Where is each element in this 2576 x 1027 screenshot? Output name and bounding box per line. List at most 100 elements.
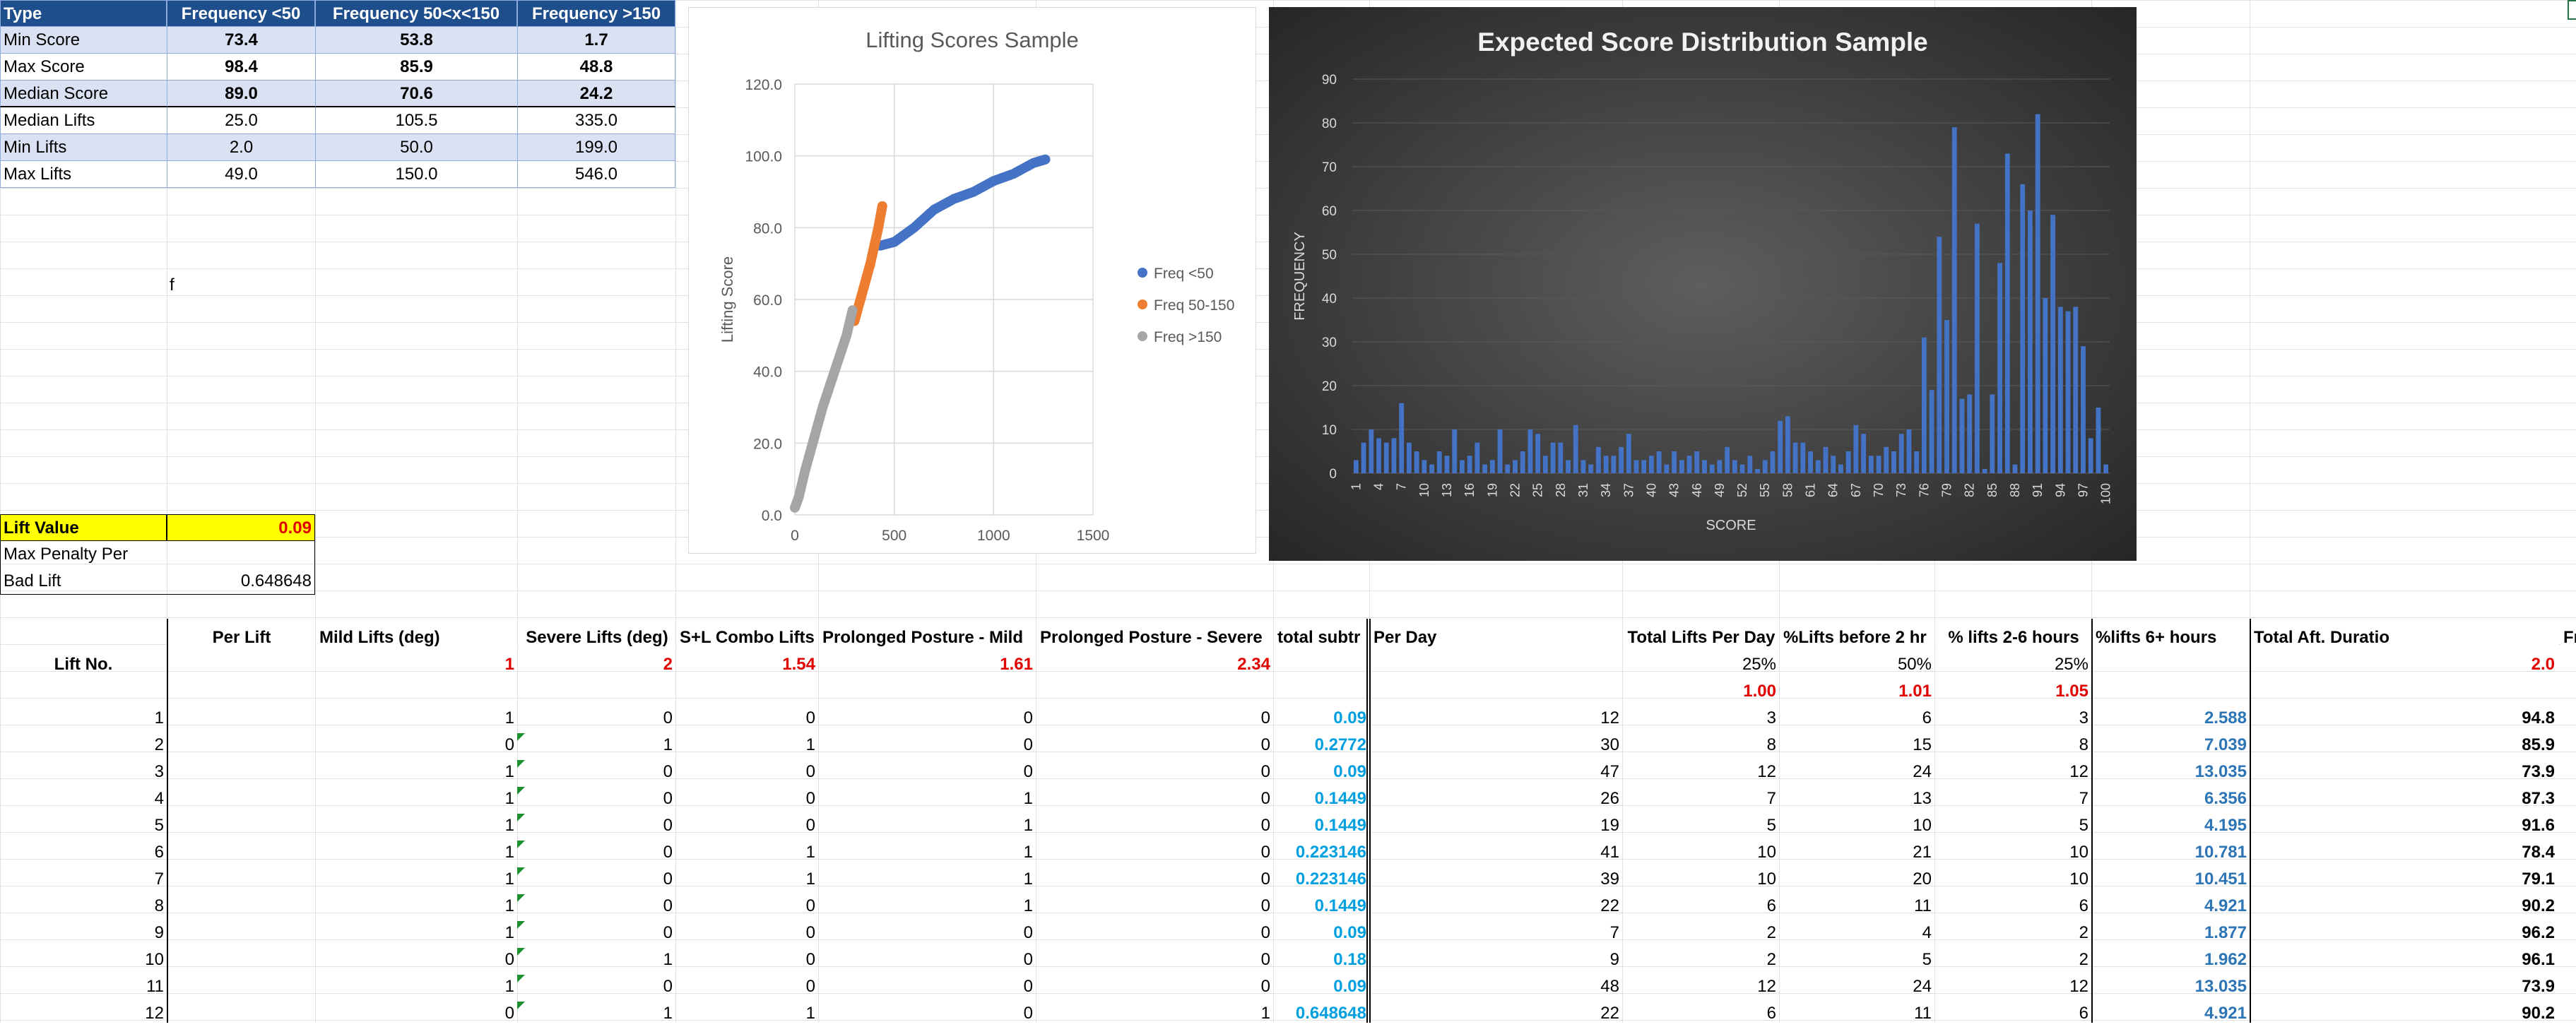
- multiplier-cell[interactable]: 1.05: [2055, 682, 2088, 701]
- data-cell[interactable]: 24: [1913, 762, 1932, 781]
- data-cell[interactable]: 91.6: [2522, 816, 2555, 835]
- data-cell[interactable]: 0: [805, 977, 815, 996]
- data-cell[interactable]: 1: [504, 708, 514, 728]
- data-cell[interactable]: 0: [663, 977, 673, 996]
- data-cell[interactable]: 7: [2079, 789, 2088, 808]
- data-cell[interactable]: 0: [805, 896, 815, 915]
- lift-number[interactable]: 10: [145, 950, 164, 969]
- data-cell[interactable]: 4: [1922, 923, 1932, 942]
- data-cell[interactable]: 6: [1766, 896, 1776, 915]
- data-cell[interactable]: 0: [504, 1004, 514, 1023]
- data-cell[interactable]: 6: [2079, 896, 2088, 915]
- data-cell[interactable]: 85.9: [2522, 735, 2555, 754]
- data-cell[interactable]: 6: [2079, 1004, 2088, 1023]
- summary-header-cell[interactable]: Frequency >150: [517, 0, 675, 27]
- bad-lift-label[interactable]: Bad Lift: [0, 568, 167, 595]
- data-cell[interactable]: 0.09: [1333, 762, 1366, 781]
- weight-cell[interactable]: 1: [504, 655, 514, 674]
- column-header[interactable]: Per Day: [1371, 624, 1622, 651]
- data-cell[interactable]: 6: [1922, 708, 1932, 728]
- data-cell[interactable]: 0: [1023, 1004, 1033, 1023]
- data-cell[interactable]: 26: [1600, 789, 1619, 808]
- data-cell[interactable]: 96.1: [2522, 950, 2555, 969]
- data-cell[interactable]: 3: [2079, 708, 2088, 728]
- data-cell[interactable]: 1: [1260, 1004, 1270, 1023]
- data-cell[interactable]: 0: [1260, 708, 1270, 728]
- data-cell[interactable]: 7: [1609, 923, 1619, 942]
- lift-number[interactable]: 6: [154, 843, 164, 862]
- summary-value-cell[interactable]: 98.4: [167, 54, 315, 81]
- data-cell[interactable]: 0: [1023, 735, 1033, 754]
- data-cell[interactable]: 1: [504, 923, 514, 942]
- data-cell[interactable]: 4.921: [2204, 896, 2247, 915]
- summary-row-label[interactable]: Min Lifts: [0, 134, 167, 161]
- bad-lift-value[interactable]: 0.648648: [167, 568, 315, 595]
- data-cell[interactable]: 0.09: [1333, 923, 1366, 942]
- column-header[interactable]: Total Lifts Per Day: [1624, 624, 1779, 651]
- data-cell[interactable]: 20: [1913, 869, 1932, 889]
- data-cell[interactable]: 0: [1023, 950, 1033, 969]
- data-cell[interactable]: 0: [805, 950, 815, 969]
- data-cell[interactable]: 0.1449: [1314, 816, 1366, 835]
- summary-row-label[interactable]: Median Score: [0, 81, 167, 107]
- data-cell[interactable]: 1: [805, 1004, 815, 1023]
- data-cell[interactable]: 0: [1260, 735, 1270, 754]
- data-cell[interactable]: 0: [663, 843, 673, 862]
- data-cell[interactable]: 1: [504, 977, 514, 996]
- column-header[interactable]: Frequency <50 (applied to lifts 1-49): [2560, 624, 2576, 651]
- column-header[interactable]: %lifts 6+ hours: [2093, 624, 2250, 651]
- data-cell[interactable]: 73.9: [2522, 762, 2555, 781]
- stray-cell[interactable]: f: [170, 275, 175, 295]
- column-header[interactable]: Total Aft. Duratio: [2251, 624, 2559, 651]
- data-cell[interactable]: 2: [2079, 950, 2088, 969]
- data-cell[interactable]: 10: [1757, 843, 1776, 862]
- lift-number[interactable]: 3: [154, 762, 164, 781]
- data-cell[interactable]: 73.9: [2522, 977, 2555, 996]
- summary-row-label[interactable]: Max Score: [0, 54, 167, 81]
- summary-header-cell[interactable]: Frequency 50<x<150: [315, 0, 517, 27]
- column-header[interactable]: Prolonged Posture - Severe: [1037, 624, 1273, 651]
- lift-number[interactable]: 12: [145, 1004, 164, 1023]
- data-cell[interactable]: 1: [1023, 843, 1033, 862]
- data-cell[interactable]: 0: [805, 816, 815, 835]
- data-cell[interactable]: 0: [663, 869, 673, 889]
- data-cell[interactable]: 8: [1766, 735, 1776, 754]
- data-cell[interactable]: 4.195: [2204, 816, 2247, 835]
- data-cell[interactable]: 0: [805, 708, 815, 728]
- weight-cell[interactable]: 1.54: [782, 655, 815, 674]
- data-cell[interactable]: 2: [1766, 923, 1776, 942]
- data-cell[interactable]: 30: [1600, 735, 1619, 754]
- data-cell[interactable]: 1: [1023, 816, 1033, 835]
- max-penalty-value[interactable]: 0.09: [167, 541, 315, 568]
- weight-cell[interactable]: 2: [663, 655, 673, 674]
- data-cell[interactable]: 0: [663, 708, 673, 728]
- data-cell[interactable]: 87.3: [2522, 789, 2555, 808]
- data-cell[interactable]: 1.877: [2204, 923, 2247, 942]
- data-cell[interactable]: 78.4: [2522, 843, 2555, 862]
- data-cell[interactable]: 41: [1600, 843, 1619, 862]
- data-cell[interactable]: 0.09: [1333, 708, 1366, 728]
- summary-row-label[interactable]: Min Score: [0, 27, 167, 54]
- data-cell[interactable]: 0: [1260, 896, 1270, 915]
- data-cell[interactable]: 0: [504, 735, 514, 754]
- data-cell[interactable]: 10: [1757, 869, 1776, 889]
- percent-cell[interactable]: 25%: [1742, 655, 1776, 674]
- data-cell[interactable]: 2.588: [2204, 708, 2247, 728]
- data-cell[interactable]: 0.18: [1333, 950, 1366, 969]
- multiplier-cell[interactable]: 1.01: [1898, 682, 1932, 701]
- data-cell[interactable]: 39: [1600, 869, 1619, 889]
- data-cell[interactable]: 6.356: [2204, 789, 2247, 808]
- data-cell[interactable]: 0.223146: [1295, 869, 1366, 889]
- multiplier-cell[interactable]: 1.00: [1743, 682, 1776, 701]
- summary-value-cell[interactable]: 85.9: [315, 54, 517, 81]
- data-cell[interactable]: 0: [805, 762, 815, 781]
- data-cell[interactable]: 1: [1023, 869, 1033, 889]
- lift-number[interactable]: 2: [154, 735, 164, 754]
- data-cell[interactable]: 21: [1913, 843, 1932, 862]
- column-header[interactable]: total subtr: [1275, 624, 1369, 651]
- lift-no-header[interactable]: Lift No.: [54, 655, 113, 674]
- data-cell[interactable]: 12: [2069, 977, 2088, 996]
- summary-value-cell[interactable]: 1.7: [517, 27, 675, 54]
- column-header[interactable]: Per Lift: [168, 624, 315, 651]
- data-cell[interactable]: 0: [1260, 816, 1270, 835]
